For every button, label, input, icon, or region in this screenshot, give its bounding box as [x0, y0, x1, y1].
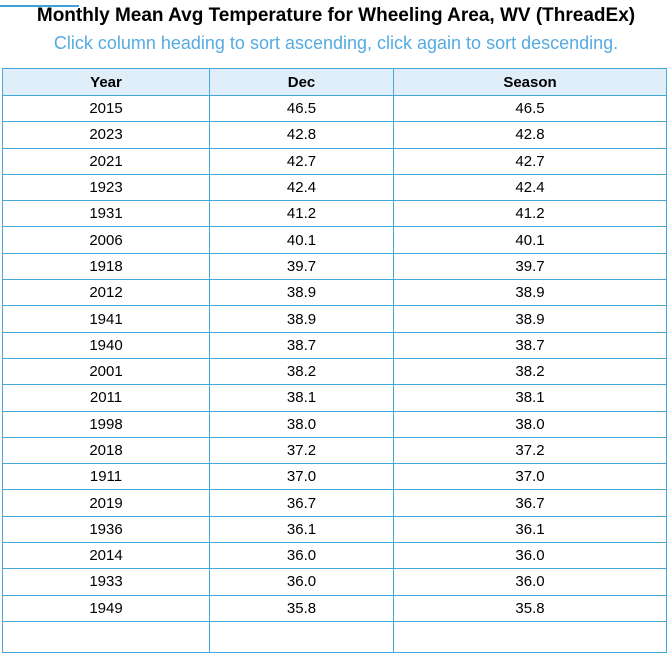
dec-cell: 42.4 [209, 173, 394, 202]
column-header-dec[interactable]: Dec [209, 68, 394, 96]
header-row: Year Dec Season [2, 68, 667, 96]
season-cell: 38.9 [393, 279, 667, 307]
season-cell: 36.0 [393, 542, 667, 570]
dec-cell: 38.0 [209, 410, 394, 438]
season-cell: 37.2 [393, 436, 667, 465]
year-cell: 2019 [2, 489, 210, 517]
table-row: 1941 38.9 38.9 [2, 305, 667, 333]
year-cell: 2014 [2, 542, 210, 570]
table-row: 1931 41.2 41.2 [2, 200, 667, 228]
page-title: Monthly Mean Avg Temperature for Wheelin… [36, 5, 636, 26]
year-cell: 1941 [2, 305, 210, 333]
table-row: 1998 38.0 38.0 [2, 410, 667, 438]
season-cell: 42.4 [393, 173, 667, 202]
browser-tab-edge-fragment [0, 5, 79, 7]
table-row: 2018 37.2 37.2 [2, 436, 667, 465]
year-cell: 1998 [2, 410, 210, 438]
year-cell: 1936 [2, 515, 210, 544]
dec-cell: 42.8 [209, 121, 394, 149]
table-row: 2019 36.7 36.7 [2, 489, 667, 517]
table-row: 1933 36.0 36.0 [2, 568, 667, 596]
table-row: 1936 36.1 36.1 [2, 515, 667, 544]
dec-cell: 35.8 [209, 594, 394, 622]
table-row: 2014 36.0 36.0 [2, 542, 667, 570]
year-cell: 2012 [2, 279, 210, 307]
dec-cell: 41.2 [209, 200, 394, 228]
table-row: 2011 38.1 38.1 [2, 384, 667, 412]
table-row: 1911 37.0 37.0 [2, 463, 667, 491]
year-cell: 1940 [2, 331, 210, 359]
season-cell: 38.9 [393, 305, 667, 333]
season-cell: 39.7 [393, 252, 667, 281]
dec-cell: 38.2 [209, 357, 394, 386]
year-cell: 2023 [2, 121, 210, 149]
dec-cell: 38.1 [209, 384, 394, 412]
table-row: 2021 42.7 42.7 [2, 147, 667, 175]
dec-cell: 36.0 [209, 542, 394, 570]
season-cell: 42.7 [393, 147, 667, 175]
dec-cell: 38.9 [209, 279, 394, 307]
dec-cell: 36.7 [209, 489, 394, 517]
table-row: 1949 35.8 35.8 [2, 594, 667, 622]
season-cell: 38.0 [393, 410, 667, 438]
season-cell: 36.7 [393, 489, 667, 517]
season-cell: 35.8 [393, 594, 667, 622]
table-row: 2006 40.1 40.1 [2, 226, 667, 254]
year-cell: 2021 [2, 147, 210, 175]
table-row: 2023 42.8 42.8 [2, 121, 667, 149]
season-cell: 38.7 [393, 331, 667, 359]
season-cell: 36.0 [393, 568, 667, 596]
year-cell: 1933 [2, 568, 210, 596]
season-cell: 41.2 [393, 200, 667, 228]
season-cell: 36.1 [393, 515, 667, 544]
sort-instructions: Click column heading to sort ascending, … [53, 33, 619, 53]
season-cell [393, 620, 667, 653]
table-row: 2001 38.2 38.2 [2, 357, 667, 386]
table-row: 2015 46.5 46.5 [2, 94, 667, 123]
year-cell: 1923 [2, 173, 210, 202]
table-row-partial [2, 620, 667, 653]
temperature-table: Year Dec Season 2015 46.5 46.5 2023 42.8 42.8 20… [2, 68, 667, 653]
table-body: 2015 46.5 46.5 2023 42.8 42.8 2021 42.7 42.7 1923… [2, 94, 667, 653]
year-cell: 2001 [2, 357, 210, 386]
season-cell: 37.0 [393, 463, 667, 491]
year-cell: 1918 [2, 252, 210, 281]
year-cell: 2006 [2, 226, 210, 254]
season-cell: 38.2 [393, 357, 667, 386]
year-cell: 1911 [2, 463, 210, 491]
year-cell [2, 620, 210, 653]
dec-cell: 40.1 [209, 226, 394, 254]
season-cell: 42.8 [393, 121, 667, 149]
dec-cell: 39.7 [209, 252, 394, 281]
table-row: 1923 42.4 42.4 [2, 173, 667, 202]
season-cell: 40.1 [393, 226, 667, 254]
column-header-season[interactable]: Season [393, 68, 667, 96]
year-cell: 2018 [2, 436, 210, 465]
season-cell: 38.1 [393, 384, 667, 412]
year-cell: 2011 [2, 384, 210, 412]
year-cell: 2015 [2, 94, 210, 123]
dec-cell: 42.7 [209, 147, 394, 175]
dec-cell: 37.2 [209, 436, 394, 465]
table-row: 1918 39.7 39.7 [2, 252, 667, 281]
year-cell: 1931 [2, 200, 210, 228]
dec-cell: 38.9 [209, 305, 394, 333]
season-cell: 46.5 [393, 94, 667, 123]
dec-cell [209, 620, 394, 653]
dec-cell: 38.7 [209, 331, 394, 359]
table-row: 2012 38.9 38.9 [2, 279, 667, 307]
dec-cell: 36.1 [209, 515, 394, 544]
table-row: 1940 38.7 38.7 [2, 331, 667, 359]
column-header-year[interactable]: Year [2, 68, 210, 96]
dec-cell: 37.0 [209, 463, 394, 491]
dec-cell: 46.5 [209, 94, 394, 123]
year-cell: 1949 [2, 594, 210, 622]
dec-cell: 36.0 [209, 568, 394, 596]
